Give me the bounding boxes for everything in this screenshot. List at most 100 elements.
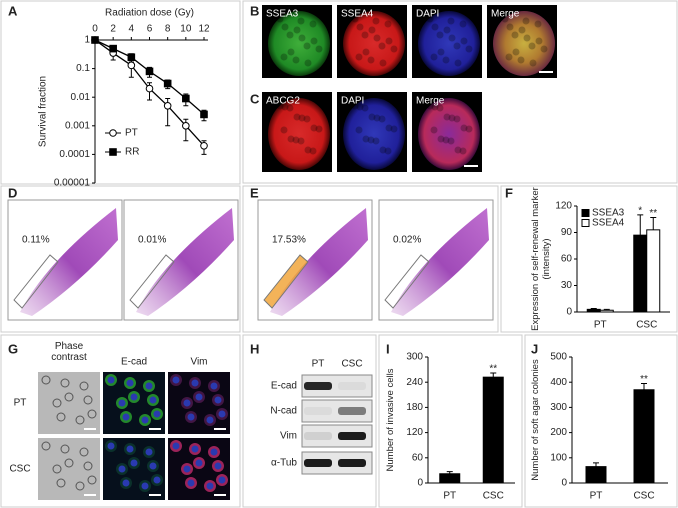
x-tick-label: 10: [180, 24, 192, 35]
band: [304, 459, 332, 467]
cell: [373, 34, 381, 42]
bar: [646, 229, 661, 313]
cell: [535, 37, 543, 45]
cell: [87, 409, 97, 419]
cell: [436, 104, 444, 112]
cell: [390, 45, 398, 53]
error-bar: [641, 382, 647, 390]
error-bar: [446, 471, 453, 474]
bar: [585, 466, 607, 484]
cell: [362, 135, 370, 143]
error-bar: [490, 372, 497, 378]
row-label: PT: [14, 398, 27, 409]
band: [338, 407, 366, 415]
cell: [430, 53, 438, 61]
cell: [292, 136, 300, 144]
nucleus: [107, 442, 115, 450]
band: [338, 432, 366, 440]
nucleus: [172, 442, 180, 450]
nucleus: [218, 410, 226, 418]
cell: [460, 124, 468, 132]
cell: [298, 114, 306, 122]
cell: [303, 42, 311, 50]
cell: [459, 20, 467, 28]
nucleus: [183, 465, 191, 473]
cell: [529, 59, 537, 67]
cell: [368, 113, 376, 121]
cell: [56, 412, 66, 422]
nucleus: [183, 399, 191, 407]
legend-swatch: [581, 209, 590, 217]
cell: [378, 115, 386, 123]
point: [163, 102, 172, 110]
nucleus: [195, 459, 203, 467]
y-tick-label: 0: [561, 478, 567, 489]
cell: [56, 478, 66, 488]
cell: [362, 48, 370, 56]
panel-label: F: [505, 185, 513, 200]
cell: [52, 464, 62, 474]
y-tick-label: 0.1: [76, 63, 90, 74]
channel-label: Merge: [416, 96, 445, 107]
cell: [465, 45, 473, 53]
gate: [263, 254, 309, 309]
cell: [355, 53, 363, 61]
legend-marker: [109, 129, 117, 137]
cell: [276, 102, 284, 110]
cell: [315, 45, 323, 53]
cell: [293, 113, 301, 121]
column-label: E-cad: [121, 357, 147, 368]
gate-percent: 17.53%: [272, 235, 306, 246]
flow-population: [136, 208, 234, 316]
frame: [242, 185, 499, 333]
y-axis-label-text: Number of invasive cells: [385, 368, 396, 472]
y-axis-label: Expression of self-renewal marker (inten…: [530, 187, 552, 331]
gate-percent: 0.11%: [22, 235, 50, 246]
band: [304, 407, 332, 415]
cell: [448, 114, 456, 122]
frame: [0, 0, 241, 185]
cell: [52, 398, 62, 408]
cell: [367, 136, 375, 144]
blot-strip: [301, 451, 373, 475]
bar: [599, 309, 614, 313]
cell: [443, 113, 451, 121]
point: [182, 94, 190, 103]
point: [109, 44, 117, 53]
cell: [309, 20, 317, 28]
nucleus: [195, 393, 203, 401]
cell: [280, 53, 288, 61]
point: [127, 53, 136, 62]
panel-label: H: [250, 341, 259, 356]
cell: [437, 48, 445, 56]
cell: [385, 124, 393, 132]
point: [127, 61, 136, 70]
cell: [379, 59, 387, 67]
y-axis-label-text: Number of soft agar colonies: [530, 359, 541, 481]
cell: [281, 103, 289, 111]
cell: [83, 395, 93, 405]
panel-label: A: [8, 3, 18, 18]
nucleus: [141, 416, 149, 424]
nucleus: [187, 413, 195, 421]
cell: [355, 126, 363, 134]
y-tick-label: 30: [561, 280, 573, 291]
cell: [287, 135, 295, 143]
y-tick-label: 120: [555, 201, 572, 212]
y-tick-label: 90: [561, 227, 573, 238]
cell-colony: [268, 11, 330, 76]
cell: [518, 26, 526, 34]
blot-strip: [301, 424, 373, 448]
row-label: CSC: [9, 464, 30, 475]
y-axis-label: Number of soft agar colonies: [530, 359, 541, 481]
nucleus: [118, 465, 126, 473]
point: [200, 141, 208, 150]
nucleus: [130, 459, 138, 467]
cell: [501, 15, 509, 23]
frame: [524, 334, 678, 508]
cell: [523, 34, 531, 42]
cell: [378, 42, 386, 50]
nucleus: [145, 382, 153, 390]
cell: [436, 31, 444, 39]
